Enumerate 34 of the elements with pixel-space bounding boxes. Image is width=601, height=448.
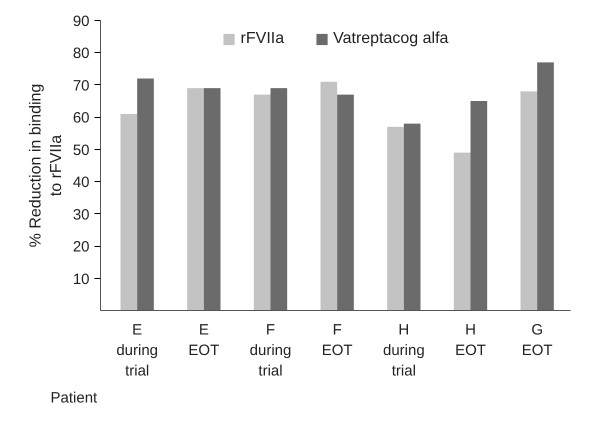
bar xyxy=(137,78,154,310)
x-tick-label: H during trial xyxy=(382,322,425,380)
bar xyxy=(320,82,338,310)
x-tick-label: E during trial xyxy=(116,322,158,380)
y-tick-label: 20 xyxy=(72,238,90,256)
bar xyxy=(470,101,488,310)
bar xyxy=(454,152,470,310)
bar xyxy=(270,88,288,310)
bar xyxy=(520,91,538,310)
y-tick-label: 60 xyxy=(72,110,90,127)
y-tick-label: 30 xyxy=(72,206,90,224)
bar xyxy=(404,124,420,310)
bar xyxy=(204,88,220,310)
x-axis-title: Patient xyxy=(50,390,98,406)
y-tick-label: 90 xyxy=(72,13,90,30)
x-tick-label: F during trial xyxy=(250,322,292,380)
x-tick-label: G EOT xyxy=(522,322,553,359)
x-tick-label: F EOT xyxy=(322,322,353,359)
y-tick-label: 70 xyxy=(72,77,90,94)
y-axis-title: % Reduction in binding to rFVIIa xyxy=(27,84,65,248)
x-tick-label: H EOT xyxy=(455,322,486,359)
y-tick-label: 80 xyxy=(72,45,90,62)
y-tick-label: 10 xyxy=(72,270,90,288)
bar xyxy=(337,94,354,310)
bar xyxy=(387,126,404,310)
y-tick-label: 40 xyxy=(72,174,90,192)
legend-label: Vatreptacog alfa xyxy=(333,30,448,48)
bar xyxy=(120,114,138,310)
bar xyxy=(537,62,554,310)
legend-label: rFVIIa xyxy=(240,30,284,48)
y-tick-label: 50 xyxy=(72,142,90,159)
bar xyxy=(254,94,270,310)
x-tick-label: E EOT xyxy=(188,322,220,359)
bar xyxy=(187,88,204,310)
